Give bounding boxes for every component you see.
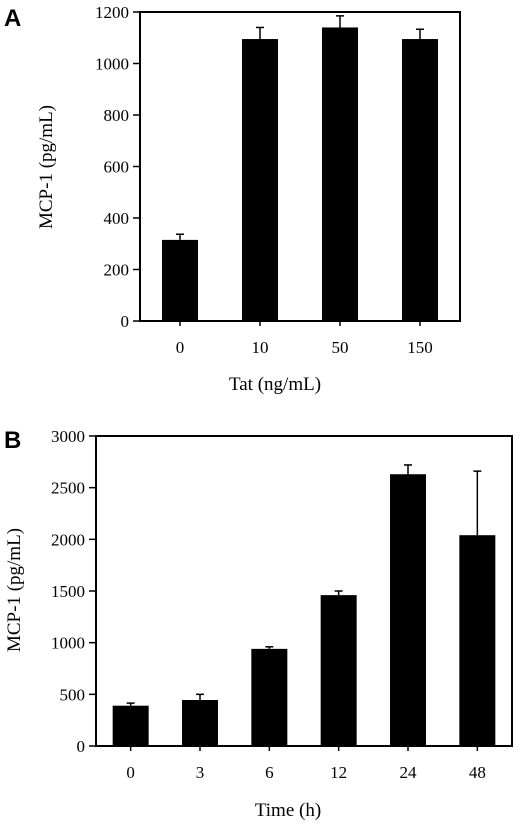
y-axis-label-a: MCP-1 (pg/mL) xyxy=(36,105,57,229)
bar-b xyxy=(320,595,357,746)
bar-b xyxy=(182,700,218,746)
y-tick-label-b: 0 xyxy=(77,737,86,756)
y-tick-label-b: 1500 xyxy=(51,582,85,601)
y-tick-label-b: 2000 xyxy=(51,530,85,549)
panel-label-a: A xyxy=(4,5,21,32)
x-ticks-a: 0 10 50 150 xyxy=(176,321,433,357)
y-tick-label-a: 1200 xyxy=(95,3,129,22)
x-tick-label-b: 6 xyxy=(265,763,274,782)
bar-b xyxy=(112,705,149,746)
y-axis-label-b: MCP-1 (pg/mL) xyxy=(4,528,25,652)
bar-b xyxy=(251,648,288,746)
x-tick-label-a: 0 xyxy=(176,338,185,357)
bar-a xyxy=(162,239,198,321)
x-axis-label-a: Tat (ng/mL) xyxy=(229,374,321,395)
x-tick-label-a: 50 xyxy=(332,338,349,357)
chart-panel-a: A 0 200 400 600 800 1000 1200 0 10 50 150 Tat (ng… xyxy=(4,3,461,395)
y-tick-label-a: 1000 xyxy=(95,55,129,74)
y-tick-label-b: 500 xyxy=(60,685,86,704)
y-tick-label-a: 200 xyxy=(104,261,130,280)
x-tick-label-a: 10 xyxy=(252,338,269,357)
y-tick-label-b: 1000 xyxy=(51,634,85,653)
chart-panel-b: B 0 500 1000 1500 2000 2500 3000 0 3 6 12 24 48 Tim… xyxy=(4,427,513,821)
y-ticks-a: 0 200 400 600 800 1000 1200 xyxy=(95,3,140,331)
panel-label-b: B xyxy=(4,427,21,454)
x-tick-label-b: 0 xyxy=(126,763,135,782)
x-tick-label-b: 48 xyxy=(469,763,486,782)
bar-a xyxy=(322,27,358,321)
y-tick-label-b: 3000 xyxy=(51,427,85,446)
x-tick-label-a: 150 xyxy=(407,338,433,357)
y-tick-label-a: 800 xyxy=(104,106,130,125)
plot-frame-b xyxy=(95,435,513,747)
y-tick-label-a: 600 xyxy=(104,158,130,177)
x-tick-label-b: 3 xyxy=(196,763,205,782)
x-axis-label-b: Time (h) xyxy=(255,800,321,821)
x-tick-label-b: 12 xyxy=(330,763,347,782)
bar-a xyxy=(402,39,438,321)
x-ticks-b: 0 3 6 12 24 48 xyxy=(126,746,486,782)
bar-a xyxy=(242,39,278,321)
bar-b xyxy=(390,474,426,746)
x-tick-label-b: 24 xyxy=(400,763,418,782)
y-tick-label-b: 2500 xyxy=(51,479,85,498)
bars-b xyxy=(112,464,496,746)
y-tick-label-a: 0 xyxy=(121,312,130,331)
y-ticks-b: 0 500 1000 1500 2000 2500 3000 xyxy=(51,427,96,756)
bars-a xyxy=(162,15,438,321)
y-tick-label-a: 400 xyxy=(104,209,130,228)
bar-b xyxy=(459,535,496,746)
